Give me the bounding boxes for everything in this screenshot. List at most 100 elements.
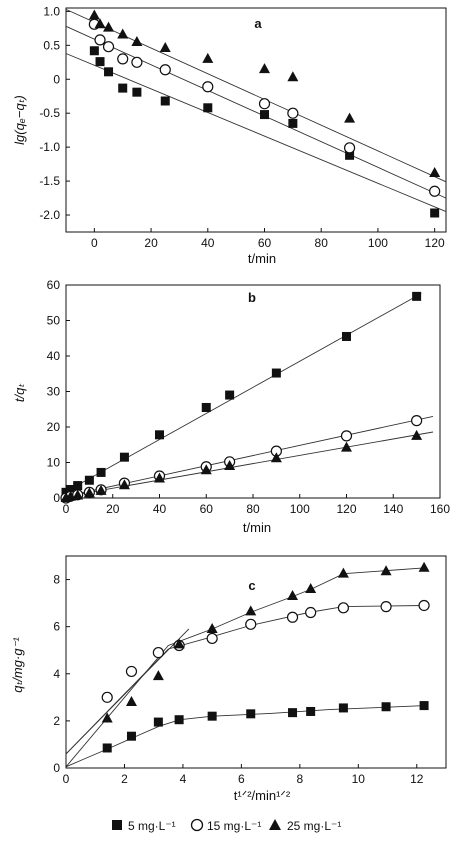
x-axis-ticks: 0 20 40 60 80 100 120 140 160 (63, 494, 450, 516)
x-tick-label: 60 (258, 236, 272, 250)
data-points (101, 561, 430, 753)
legend-label: 15 mg·L⁻¹ (207, 819, 261, 833)
fit-line (77, 431, 434, 495)
panel-b-kinetic-second-order: 0 20 40 60 80 100 120 140 160 0 10 20 30 40 50 60 b t/… (12, 278, 450, 535)
point-circle (245, 618, 257, 630)
fit-line (65, 567, 426, 768)
point-square (338, 703, 348, 713)
point-square (84, 475, 94, 485)
point-circle (102, 41, 115, 53)
point-square (345, 150, 355, 160)
plot-frame (65, 7, 447, 233)
point-circle (159, 64, 171, 76)
point-triangle (95, 484, 107, 495)
x-tick-label: 0 (91, 236, 98, 250)
point-square (89, 46, 99, 56)
point-circle (411, 415, 423, 427)
y-axis-label: lg(qₑ−qₜ) (12, 95, 27, 145)
x-tick-label: 0 (63, 502, 70, 516)
point-triangle (287, 71, 299, 82)
point-triangle (103, 21, 115, 32)
fit-line (65, 293, 422, 492)
y-tick-label: 0 (53, 491, 60, 505)
panel-a-kinetic-first-order: 0 20 40 60 80 100 120 -2.0-1.5-1.0-0.500.51.0 … (12, 4, 447, 266)
point-square (132, 87, 142, 97)
point-triangle (83, 487, 95, 498)
point-square (126, 731, 136, 741)
data-points (60, 291, 423, 504)
x-axis-label: t¹ᐟ²/min¹ᐟ² (234, 788, 291, 803)
legend-square-marker (112, 820, 122, 830)
point-triangle (154, 472, 165, 483)
point-triangle (173, 638, 185, 649)
point-triangle (131, 35, 143, 46)
y-tick-label: 0 (53, 761, 60, 775)
y-tick-label: 1.0 (43, 4, 60, 18)
point-square (102, 743, 112, 753)
y-axis-ticks: 0 2 4 6 8 (53, 573, 70, 775)
x-tick-label: 140 (383, 502, 403, 516)
point-triangle (287, 590, 299, 601)
y-tick-label: 60 (47, 278, 61, 292)
point-circle (305, 606, 317, 619)
point-square (160, 96, 170, 106)
x-axis-ticks: 0 20 40 60 80 100 120 (91, 228, 445, 250)
point-triangle (117, 28, 129, 39)
fit-line (65, 53, 447, 213)
point-square (119, 452, 129, 462)
point-triangle (380, 565, 392, 576)
point-circle (418, 599, 430, 612)
x-tick-label: 10 (352, 772, 366, 786)
point-triangle (411, 429, 423, 440)
fit-lines (65, 8, 447, 213)
y-tick-label: 50 (47, 314, 61, 328)
point-circle (131, 56, 143, 68)
y-tick-label: 20 (47, 420, 61, 434)
point-square (430, 208, 440, 218)
x-tick-label: 120 (425, 236, 445, 250)
point-square (118, 83, 128, 93)
point-triangle (341, 441, 352, 452)
point-triangle (245, 605, 257, 616)
legend-label: 5 mg·L⁻¹ (128, 819, 176, 833)
point-circle (258, 98, 271, 110)
plot-frame (65, 284, 441, 499)
point-circle (380, 601, 392, 613)
point-square (203, 103, 213, 113)
y-tick-label: -2.0 (39, 208, 60, 222)
point-triangle (88, 9, 100, 20)
x-tick-label: 2 (121, 772, 128, 786)
x-tick-label: 60 (200, 502, 214, 516)
legend-circle-marker (190, 818, 204, 832)
point-square (288, 708, 298, 718)
point-triangle (224, 460, 236, 471)
point-triangle (118, 479, 130, 490)
x-tick-label: 160 (430, 502, 450, 516)
point-square (104, 67, 114, 77)
x-tick-label: 40 (201, 236, 215, 250)
data-points (88, 9, 441, 218)
point-square (246, 709, 256, 719)
y-tick-label: 2 (53, 714, 60, 728)
point-circle (286, 611, 299, 623)
x-tick-label: 40 (153, 502, 167, 516)
y-tick-label: 8 (53, 573, 60, 587)
fit-line (77, 415, 434, 495)
point-triangle (429, 166, 441, 177)
point-circle (101, 691, 113, 703)
point-circle (152, 646, 164, 659)
point-square (419, 701, 429, 711)
point-square (381, 702, 391, 712)
point-triangle (200, 464, 212, 475)
y-tick-label: -1.0 (39, 140, 60, 154)
x-tick-label: 0 (63, 772, 70, 786)
point-square (96, 467, 106, 477)
y-axis-label: qₜ/mg·g⁻¹ (10, 637, 25, 693)
point-triangle (202, 52, 214, 63)
x-tick-label: 120 (336, 502, 356, 516)
point-square (207, 711, 217, 721)
point-triangle (206, 623, 218, 634)
point-circle (206, 632, 218, 645)
panel-c-intraparticle-diffusion: 0 2 4 6 8 10 12 0 2 4 6 8 c t¹ᐟ²/min¹ᐟ² qₜ/mg·g⁻¹ (10, 555, 447, 803)
legend-label: 25 mg·L⁻¹ (287, 819, 341, 833)
